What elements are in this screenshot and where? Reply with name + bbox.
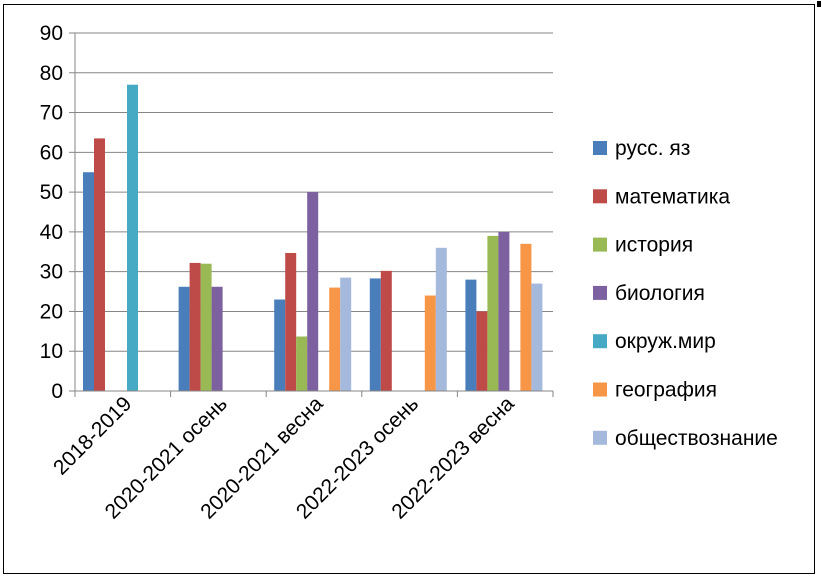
- bar-1-4: [369, 278, 381, 391]
- bar-4-5: [498, 231, 510, 391]
- legend-label: география: [615, 379, 717, 402]
- bar-1-2: [178, 286, 190, 391]
- x-tick-label: 2018-2019: [49, 392, 136, 479]
- y-tick-label: 30: [40, 261, 63, 284]
- legend-swatch: [593, 430, 607, 445]
- legend-swatch: [593, 382, 607, 397]
- y-axis-ticks: 0 10 20 30 40 50 60 70 80 90: [40, 22, 75, 403]
- legend-swatch: [593, 141, 607, 155]
- bar-1-3: [274, 299, 286, 391]
- y-tick-label: 50: [40, 181, 63, 204]
- legend-label: математика: [615, 185, 730, 208]
- bar-6-4: [424, 295, 436, 391]
- bar-2-4: [380, 270, 392, 391]
- bar-3-3: [296, 336, 308, 391]
- bar-6-5: [520, 243, 532, 391]
- legend-label: история: [615, 234, 693, 257]
- bar-6-3: [329, 287, 341, 391]
- bar-3-5: [487, 235, 499, 391]
- y-tick-label: 90: [40, 22, 63, 45]
- legend-swatch: [593, 189, 607, 204]
- corner-mark: [817, 1, 821, 7]
- bar-3-2: [200, 263, 212, 391]
- bars: [83, 84, 543, 391]
- y-tick-label: 40: [40, 221, 63, 244]
- y-tick-label: 80: [40, 62, 63, 85]
- bar-2-1: [94, 138, 105, 391]
- bar-7-5: [531, 283, 543, 391]
- bar-2-2: [189, 262, 201, 391]
- bar-4-2: [211, 286, 223, 391]
- chart-frame: [3, 4, 815, 574]
- axes: [74, 33, 553, 392]
- bar-4-3: [307, 192, 319, 391]
- y-tick-label: 0: [51, 380, 63, 403]
- legend-swatch: [593, 285, 607, 300]
- y-tick-label: 10: [40, 340, 63, 363]
- y-tick-label: 70: [40, 102, 63, 125]
- legend-label: окруж.мир: [615, 330, 716, 353]
- bar-1-1: [83, 172, 94, 391]
- bar-1-5: [465, 279, 477, 391]
- legend-label: русс. яз: [615, 137, 690, 160]
- legend-label: обществознание: [615, 427, 778, 450]
- legend-swatch: [593, 237, 607, 252]
- bar-7-3: [340, 277, 352, 391]
- y-tick-label: 20: [40, 300, 63, 323]
- bar-2-5: [476, 311, 488, 391]
- bar-2-3: [285, 252, 297, 391]
- legend-label: биология: [615, 282, 705, 305]
- bar-7-4: [435, 247, 447, 391]
- y-tick-label: 60: [40, 141, 63, 164]
- legend-swatch: [593, 334, 607, 349]
- legend: русс. яз математика история биология окруж.м…: [593, 137, 778, 450]
- bar-5-1: [127, 84, 138, 391]
